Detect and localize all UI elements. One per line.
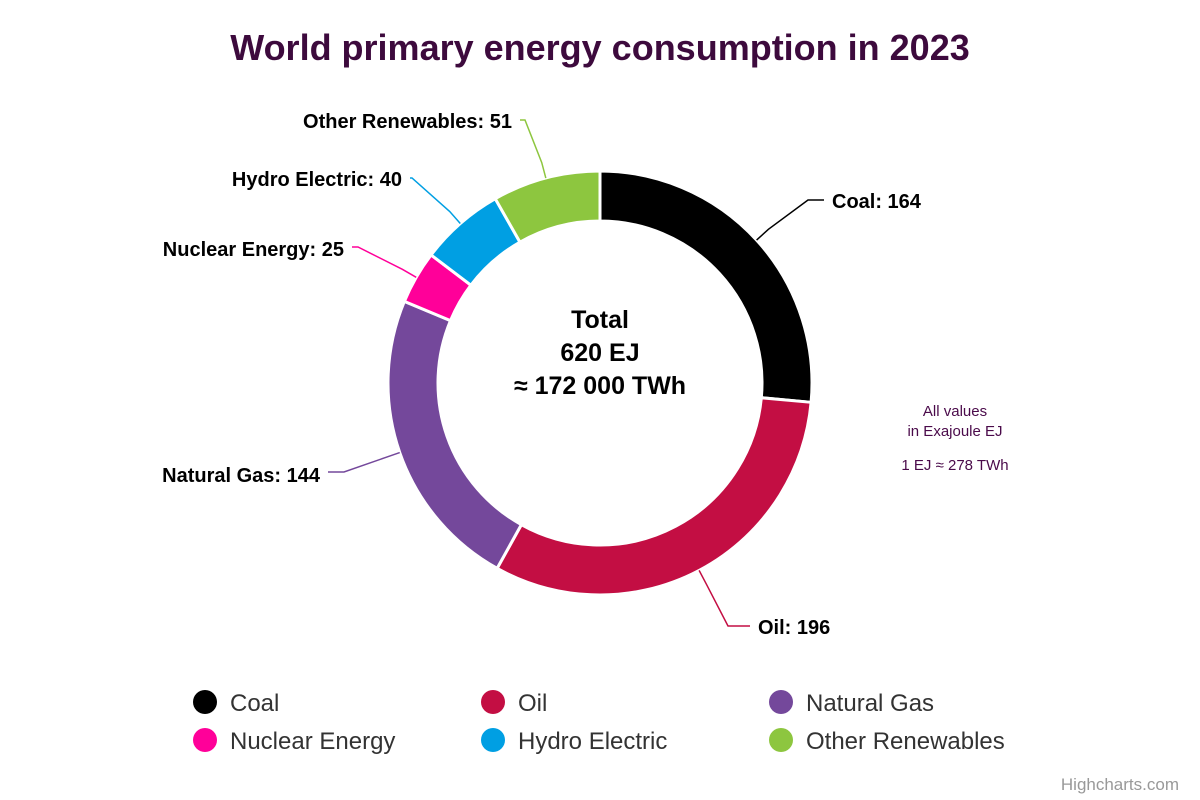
center-total-twh: ≈ 172 000 TWh <box>514 372 686 400</box>
legend-marker-coal <box>193 690 217 714</box>
connector-natural-gas <box>328 451 400 473</box>
slice-natural-gas[interactable] <box>386 299 523 570</box>
legend-label-oil: Oil <box>518 690 547 717</box>
legend-marker-oil <box>481 690 505 714</box>
legend-label-natural-gas: Natural Gas <box>806 690 934 717</box>
legend-marker-other-renewables <box>769 728 793 752</box>
connector-nuclear-energy <box>352 246 417 278</box>
legend-item-oil[interactable]: Oil <box>481 690 547 717</box>
connector-hydro-electric <box>410 177 461 225</box>
legend-label-nuclear-energy: Nuclear Energy <box>230 728 395 755</box>
slice-other-renewables[interactable] <box>493 169 602 244</box>
legend-item-other-renewables[interactable]: Other Renewables <box>769 728 1005 755</box>
data-label-other-renewables: Other Renewables: 51 <box>303 111 512 133</box>
chart-title: World primary energy consumption in 2023 <box>230 27 970 68</box>
legend-item-nuclear-energy[interactable]: Nuclear Energy <box>193 728 395 755</box>
connector-oil <box>698 570 750 627</box>
legend: Coal Oil Natural Gas Nuclear Energy Hydro El… <box>193 690 1005 755</box>
legend-item-hydro-electric[interactable]: Hydro Electric <box>481 728 667 755</box>
center-total-label: Total <box>571 306 629 334</box>
legend-marker-hydro-electric <box>481 728 505 752</box>
label-connectors <box>328 119 824 627</box>
legend-marker-nuclear-energy <box>193 728 217 752</box>
credit-link[interactable]: Highcharts.com <box>1061 775 1179 794</box>
data-label-oil: Oil: 196 <box>758 617 830 639</box>
data-labels: Coal: 164 Oil: 196 Natural Gas: 144 Nuclear… <box>162 111 922 639</box>
legend-label-hydro-electric: Hydro Electric <box>518 728 667 755</box>
slice-oil[interactable] <box>495 396 813 597</box>
legend-label-other-renewables: Other Renewables <box>806 728 1005 755</box>
connector-coal <box>756 199 824 241</box>
unit-note-conversion: 1 EJ ≈ 278 TWh <box>901 457 1008 474</box>
unit-note-line1: All values <box>923 403 987 420</box>
legend-label-coal: Coal <box>230 690 279 717</box>
connector-other-renewables <box>520 119 547 179</box>
legend-marker-natural-gas <box>769 690 793 714</box>
data-label-coal: Coal: 164 <box>832 191 922 213</box>
legend-item-coal[interactable]: Coal <box>193 690 279 717</box>
data-label-nuclear-energy: Nuclear Energy: 25 <box>163 239 344 261</box>
center-total-ej: 620 EJ <box>560 339 639 367</box>
slice-coal[interactable] <box>598 169 814 404</box>
data-label-natural-gas: Natural Gas: 144 <box>162 465 321 487</box>
unit-note-line2: in Exajoule EJ <box>907 423 1002 440</box>
data-label-hydro-electric: Hydro Electric: 40 <box>232 169 402 191</box>
legend-item-natural-gas[interactable]: Natural Gas <box>769 690 934 717</box>
donut-slices <box>386 169 814 597</box>
